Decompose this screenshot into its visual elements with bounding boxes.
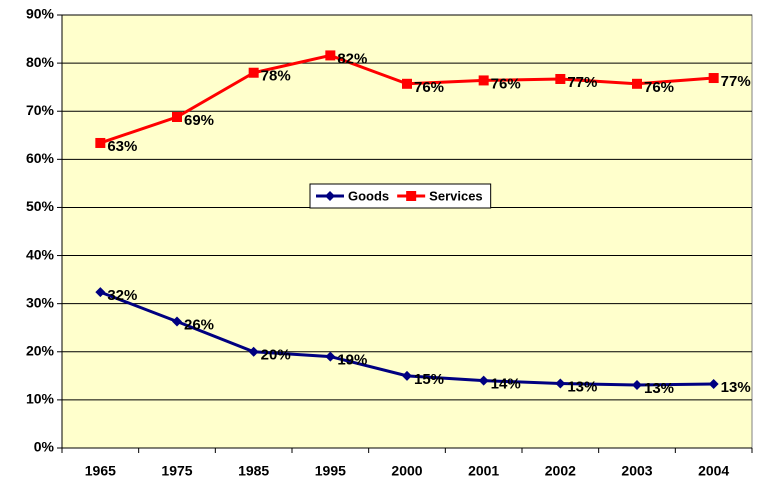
y-tick-label: 40% (26, 246, 55, 262)
data-label: 13% (567, 378, 597, 395)
legend: Goods Services (309, 183, 492, 209)
y-tick-label: 0% (34, 439, 55, 455)
x-tick-label: 2001 (468, 463, 499, 479)
marker (406, 191, 417, 201)
marker (555, 378, 566, 389)
data-label: 20% (261, 347, 291, 364)
marker (172, 316, 182, 327)
data-label: 14% (491, 376, 521, 393)
data-label: 76% (414, 79, 444, 96)
marker (325, 50, 336, 61)
marker (248, 346, 259, 357)
data-label: 76% (644, 79, 674, 96)
marker (95, 287, 106, 298)
y-tick-label: 50% (26, 198, 55, 214)
data-label: 63% (107, 138, 137, 155)
marker (95, 137, 106, 148)
data-label: 32% (107, 287, 137, 304)
x-tick-label: 1995 (315, 463, 346, 479)
marker (708, 73, 719, 84)
data-label: 13% (721, 379, 751, 396)
data-label: 78% (261, 68, 291, 85)
y-tick-label: 60% (26, 150, 55, 166)
x-tick-label: 2000 (391, 463, 422, 479)
y-tick-label: 10% (26, 391, 55, 407)
marker (248, 67, 259, 78)
x-tick-label: 2002 (545, 463, 576, 479)
data-label: 77% (721, 73, 751, 90)
data-label: 15% (414, 371, 444, 388)
data-label: 26% (184, 316, 214, 333)
legend-label: Goods (348, 188, 389, 203)
marker (172, 111, 182, 122)
marker (402, 78, 412, 89)
data-label: 69% (184, 112, 214, 129)
data-label: 82% (337, 50, 367, 67)
y-tick-label: 70% (26, 102, 55, 118)
data-label: 19% (337, 352, 367, 369)
x-tick-label: 2004 (698, 463, 729, 479)
legend-label: Services (429, 188, 483, 203)
marker (478, 75, 489, 86)
marker (478, 375, 489, 386)
data-label: 76% (491, 75, 521, 92)
x-tick-label: 2003 (621, 463, 652, 479)
x-tick-label: 1965 (85, 463, 116, 479)
y-tick-label: 20% (26, 342, 55, 358)
x-tick-label: 1975 (161, 463, 192, 479)
y-tick-label: 30% (26, 294, 55, 310)
marker (325, 191, 335, 201)
x-tick-label: 1985 (238, 463, 269, 479)
marker (402, 370, 412, 381)
marker (708, 379, 719, 390)
marker (555, 73, 566, 84)
marker (632, 379, 642, 390)
marker (325, 351, 336, 362)
marker (632, 78, 642, 89)
data-label: 77% (567, 74, 597, 91)
data-label: 13% (644, 380, 674, 397)
y-tick-label: 90% (26, 6, 55, 22)
y-tick-label: 80% (26, 54, 55, 70)
